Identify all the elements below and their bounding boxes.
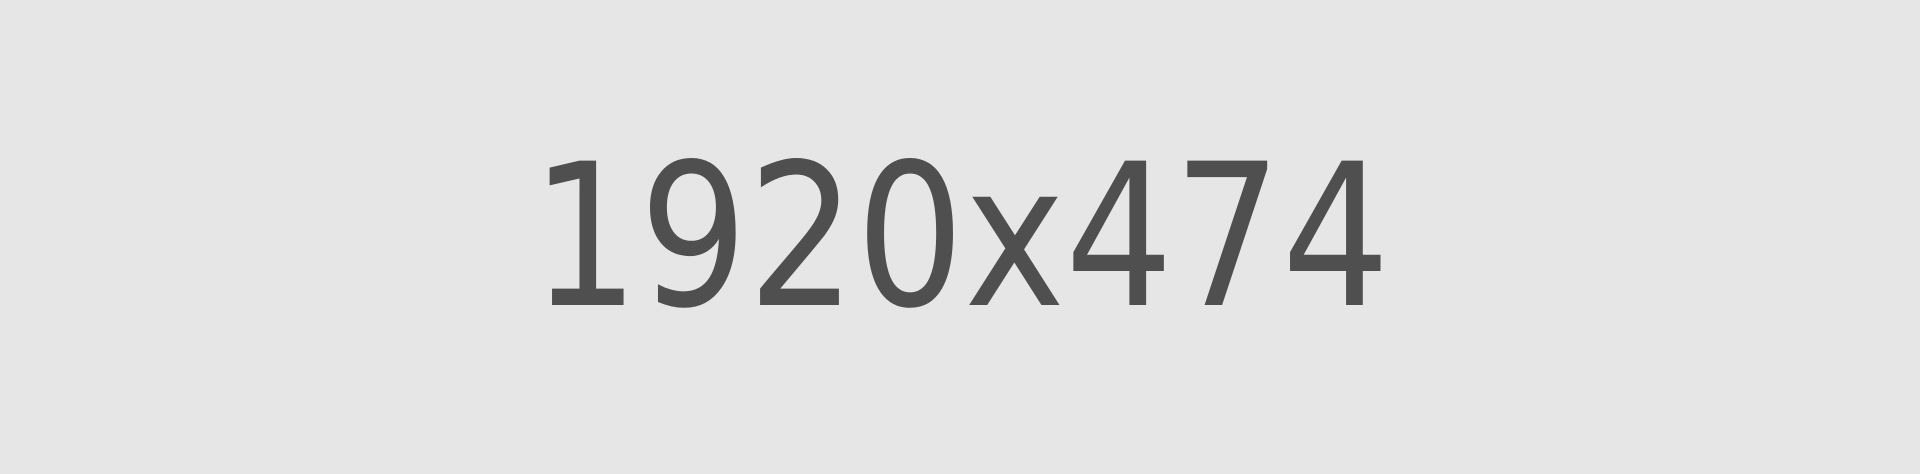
dimension-label: 1920x474 (530, 121, 1390, 352)
